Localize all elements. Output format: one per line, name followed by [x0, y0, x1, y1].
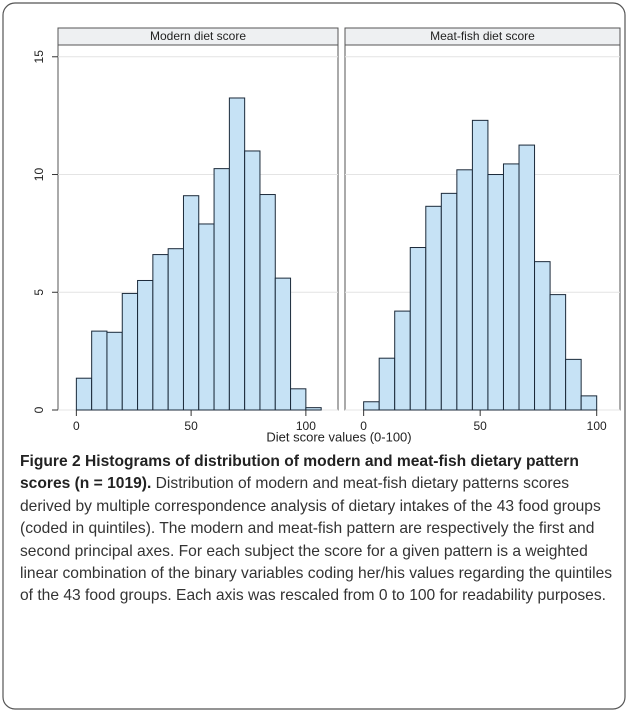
panel-title: Modern diet score: [150, 29, 246, 43]
bar: [213, 168, 230, 411]
x-tick-label: 50: [184, 419, 198, 433]
bar: [228, 97, 246, 411]
bar: [91, 330, 108, 411]
x-tick-label: 50: [473, 419, 487, 433]
bar: [471, 119, 489, 411]
panel-title: Meat-fish diet score: [430, 29, 535, 43]
panel-header: [57, 27, 339, 46]
bar: [75, 377, 93, 411]
bar: [502, 163, 520, 411]
bar: [425, 205, 442, 411]
bar: [259, 194, 276, 411]
bar: [378, 357, 396, 411]
bar: [121, 292, 139, 411]
bar: [487, 174, 504, 411]
bar: [409, 247, 427, 411]
bar: [456, 169, 473, 411]
bar: [167, 248, 184, 411]
y-tick-label: 0: [32, 406, 46, 413]
bar: [106, 331, 123, 411]
x-tick-label: 0: [73, 419, 80, 433]
x-tick-label: 0: [360, 419, 367, 433]
caption-title: Histograms of distribution of modern and…: [20, 453, 579, 493]
x-tick-label: 100: [296, 419, 316, 433]
bar: [152, 254, 169, 411]
bar: [565, 358, 582, 411]
caption-label: Figure 2: [20, 453, 81, 470]
y-tick-label: 5: [32, 289, 46, 296]
bar: [394, 310, 411, 411]
bar: [580, 395, 598, 411]
caption-text: Distribution of modern and meat-fish die…: [20, 475, 613, 605]
bar: [534, 261, 551, 411]
bar: [549, 294, 567, 411]
bar: [440, 192, 458, 411]
bar: [305, 407, 322, 411]
bar: [290, 388, 307, 411]
x-axis-label: Diet score values (0-100): [266, 429, 411, 444]
bar: [198, 223, 215, 411]
bar: [518, 144, 536, 411]
y-tick-label: 10: [32, 168, 46, 182]
panel-header: [344, 27, 621, 46]
caption: Figure 2 Histograms of distribution of m…: [20, 451, 616, 608]
x-tick-label: 100: [587, 419, 607, 433]
bar: [182, 195, 200, 411]
bar: [137, 279, 154, 411]
y-tick-label: 15: [32, 50, 46, 64]
bar: [363, 401, 380, 411]
bar: [274, 277, 292, 411]
bar: [244, 150, 261, 411]
